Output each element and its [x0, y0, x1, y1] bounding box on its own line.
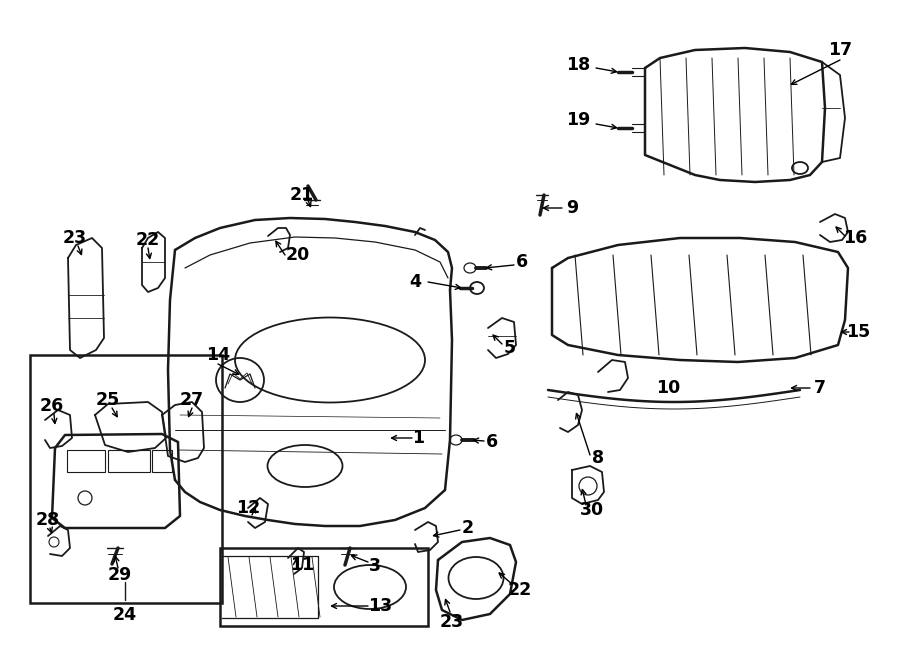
Text: 27: 27 — [180, 391, 204, 409]
Text: 12: 12 — [236, 499, 260, 517]
Text: 1: 1 — [412, 429, 424, 447]
Text: 17: 17 — [828, 41, 852, 59]
Text: 13: 13 — [368, 597, 392, 615]
Text: 3: 3 — [369, 557, 381, 575]
Bar — [152, 450, 172, 472]
Text: 18: 18 — [566, 56, 590, 74]
Text: 10: 10 — [656, 379, 680, 397]
Text: 22: 22 — [508, 581, 532, 599]
Bar — [108, 450, 150, 472]
Bar — [67, 450, 105, 472]
Text: 29: 29 — [108, 566, 132, 584]
Text: 9: 9 — [566, 199, 578, 217]
Text: 30: 30 — [580, 501, 604, 519]
Text: 6: 6 — [486, 433, 498, 451]
Text: 24: 24 — [112, 606, 137, 624]
Bar — [220, 548, 428, 626]
Text: 4: 4 — [409, 273, 421, 291]
Text: 25: 25 — [96, 391, 120, 409]
Text: 6: 6 — [516, 253, 528, 271]
Text: 16: 16 — [843, 229, 867, 247]
Text: 21: 21 — [290, 186, 314, 204]
Text: 15: 15 — [846, 323, 870, 341]
Bar — [30, 355, 222, 603]
Text: 20: 20 — [286, 246, 310, 264]
Text: 7: 7 — [814, 379, 826, 397]
Text: 28: 28 — [36, 511, 60, 529]
Text: 23: 23 — [440, 613, 464, 631]
Text: 5: 5 — [504, 339, 516, 357]
Text: 19: 19 — [566, 111, 590, 129]
Text: 2: 2 — [462, 519, 474, 537]
Text: 23: 23 — [63, 229, 87, 247]
Text: 22: 22 — [136, 231, 160, 249]
Text: 11: 11 — [290, 556, 314, 574]
Text: 8: 8 — [592, 449, 604, 467]
Text: 26: 26 — [40, 397, 64, 415]
Text: 14: 14 — [206, 346, 230, 364]
